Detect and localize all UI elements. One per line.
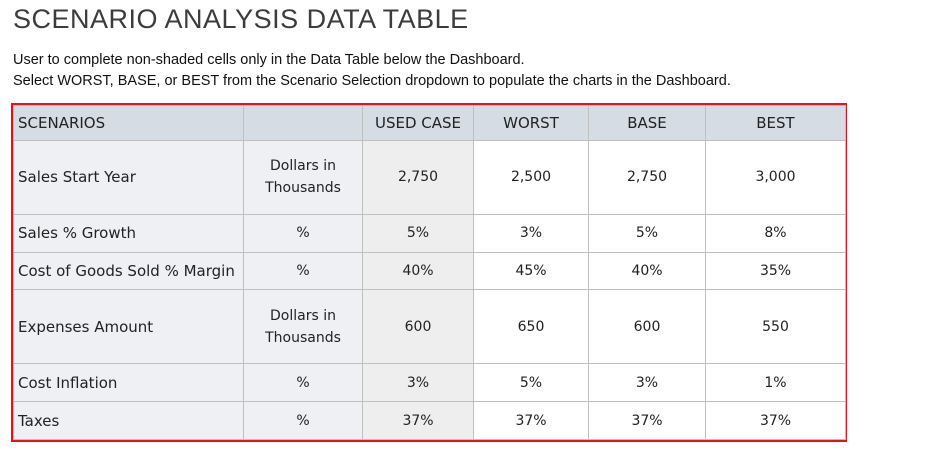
value-cell: 2,500 [473, 140, 589, 215]
value-cell: 3% [362, 363, 474, 403]
table-row: Cost of Goods Sold % Margin% 40% 45% 40% 35% [13, 251, 846, 291]
unit-cell: % [243, 213, 363, 253]
row-label: Cost of Goods Sold % Margin [13, 251, 244, 291]
header-row: SCENARIOS USED CASE WORST BASE BEST [13, 105, 846, 141]
value-cell: 550 [705, 289, 846, 365]
table-row: Sales % Growth% 5% 3% 5% 8% [13, 213, 846, 253]
table-frame: SCENARIOS USED CASE WORST BASE BEST Sales Sta… [11, 103, 847, 442]
value-cell: 45% [473, 251, 589, 291]
value-cell: 1% [705, 363, 846, 403]
value-cell: 5% [588, 213, 706, 253]
header-cell: BASE [588, 105, 706, 141]
table-row: Sales Start Year Dollars in Thousands 2,75… [13, 140, 846, 215]
instruction: User to complete non-shaded cells only i… [13, 52, 525, 68]
value-cell: 650 [473, 289, 589, 365]
table-row: Taxes% 37% 37% 37% 37% [13, 401, 846, 440]
unit-cell: Dollars in Thousands [243, 289, 363, 365]
value-cell: 35% [705, 251, 846, 291]
value-cell: 2,750 [362, 140, 474, 215]
row-label: Sales % Growth [13, 213, 244, 253]
value-cell: 5% [473, 363, 589, 403]
value-cell: 600 [588, 289, 706, 365]
row-label: Taxes [13, 401, 244, 440]
value-cell: 3% [588, 363, 706, 403]
header-cell: BEST [705, 105, 846, 141]
unit-cell: % [243, 401, 363, 440]
instruction: Select WORST, BASE, or BEST from the Sce… [13, 73, 731, 89]
value-cell: 37% [705, 401, 846, 440]
value-cell: 37% [588, 401, 706, 440]
page-title: SCENARIO ANALYSIS DATA TABLE [13, 4, 469, 34]
value-cell: 3,000 [705, 140, 846, 215]
header-cell: SCENARIOS [13, 105, 244, 141]
header-cell: USED CASE [362, 105, 474, 141]
unit-cell: % [243, 363, 363, 403]
value-cell: 2,750 [588, 140, 706, 215]
value-cell: 5% [362, 213, 474, 253]
value-cell: 40% [362, 251, 474, 291]
value-cell: 600 [362, 289, 474, 365]
value-cell: 3% [473, 213, 589, 253]
table-row: Cost Inflation% 3% 5% 3% 1% [13, 363, 846, 403]
value-cell: 37% [473, 401, 589, 440]
header-cell [243, 105, 363, 141]
row-label: Cost Inflation [13, 363, 244, 403]
header-cell: WORST [473, 105, 589, 141]
table-row: Expenses Amount Dollars in Thousands 600 65… [13, 289, 846, 365]
data-table: SCENARIOS USED CASE WORST BASE BEST Sales Sta… [13, 105, 846, 440]
unit-cell: Dollars in Thousands [243, 140, 363, 215]
value-cell: 37% [362, 401, 474, 440]
value-cell: 40% [588, 251, 706, 291]
value-cell: 8% [705, 213, 846, 253]
row-label: Sales Start Year [13, 140, 244, 215]
row-label: Expenses Amount [13, 289, 244, 365]
unit-cell: % [243, 251, 363, 291]
